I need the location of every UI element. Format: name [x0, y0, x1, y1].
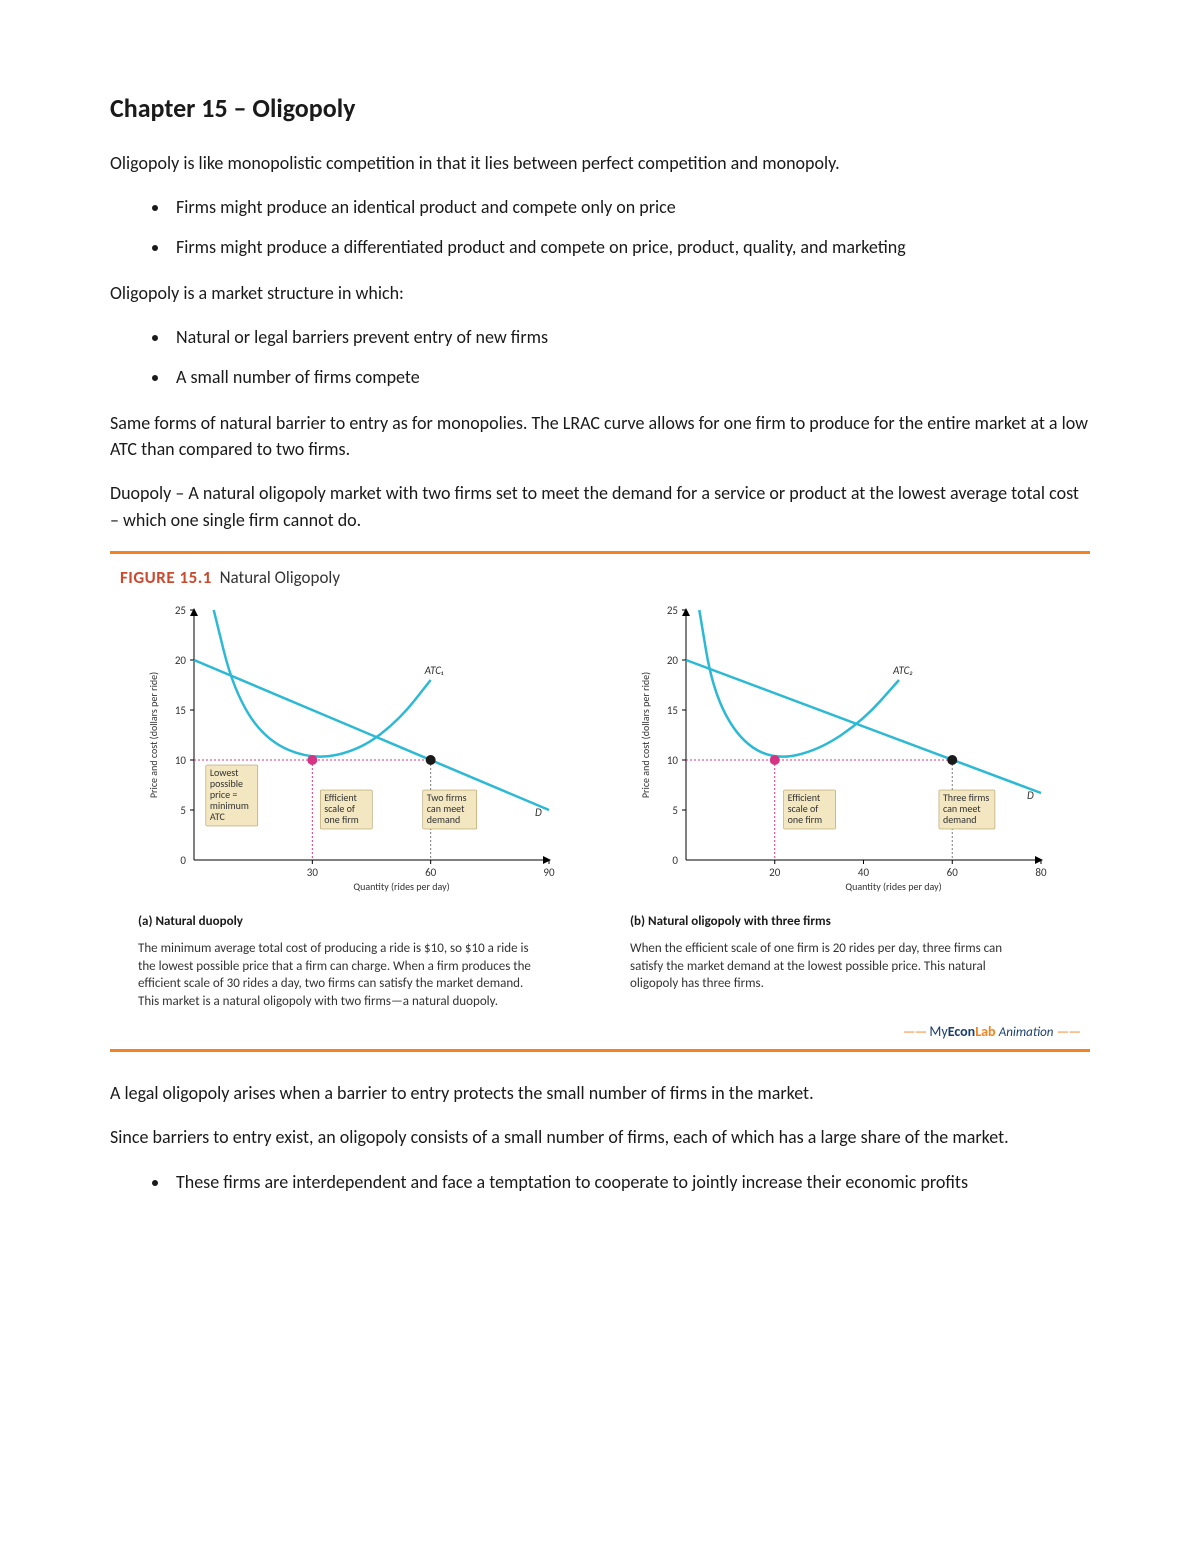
list-item: Firms might produce an identical product… [170, 194, 1090, 220]
svg-text:Quantity (rides per day): Quantity (rides per day) [353, 880, 449, 893]
bullet-list-3: These firms are interdependent and face … [170, 1169, 1090, 1195]
svg-text:5: 5 [180, 804, 186, 817]
svg-text:Price and cost (dollars per ri: Price and cost (dollars per ride) [147, 672, 160, 798]
svg-text:40: 40 [858, 866, 870, 879]
bullet-list-2: Natural or legal barriers prevent entry … [170, 324, 1090, 390]
svg-text:30: 30 [307, 866, 319, 879]
list-item: These firms are interdependent and face … [170, 1169, 1090, 1195]
svg-text:0: 0 [180, 854, 186, 867]
svg-text:60: 60 [947, 866, 959, 879]
intro-paragraph: Oligopoly is like monopolistic competiti… [110, 150, 1090, 176]
paragraph-3: Same forms of natural barrier to entry a… [110, 410, 1090, 462]
animation-label: —— MyEconLab Animation —— [110, 1018, 1090, 1043]
svg-text:one firm: one firm [788, 813, 823, 826]
figure-name: Natural Oligopoly [220, 567, 340, 588]
paragraph-5: A legal oligopoly arises when a barrier … [110, 1080, 1090, 1106]
paragraph-4: Duopoly – A natural oligopoly market wit… [110, 480, 1090, 532]
svg-text:20: 20 [769, 866, 781, 879]
svg-text:25: 25 [667, 604, 678, 617]
bullet-list-1: Firms might produce an identical product… [170, 194, 1090, 260]
svg-text:90: 90 [543, 866, 555, 879]
panel-a-subtitle: (a) Natural duopoly [138, 913, 588, 932]
svg-text:ATC: ATC [210, 810, 226, 823]
panel-a: 5 10 15 20 25 0 30 60 90 Price and cost (dollars … [120, 600, 588, 1018]
svg-text:10: 10 [667, 754, 679, 767]
svg-text:ATC₁: ATC₁ [424, 664, 444, 677]
svg-text:0: 0 [672, 854, 678, 867]
svg-text:D: D [1027, 789, 1034, 802]
svg-text:15: 15 [667, 704, 678, 717]
svg-text:Price and cost (dollars per ri: Price and cost (dollars per ride) [639, 672, 652, 798]
paragraph-6: Since barriers to entry exist, an oligop… [110, 1124, 1090, 1150]
panel-b-desc: When the efficient scale of one firm is … [630, 940, 1030, 993]
figure-15-1: FIGURE 15.1 Natural Oligopoly 5 10 15 20 25 0… [110, 551, 1090, 1053]
svg-text:10: 10 [175, 754, 187, 767]
svg-text:25: 25 [175, 604, 186, 617]
svg-text:80: 80 [1035, 866, 1047, 879]
panel-a-desc: The minimum average total cost of produc… [138, 940, 538, 1010]
svg-text:15: 15 [175, 704, 186, 717]
svg-text:ATC₂: ATC₂ [892, 664, 913, 677]
svg-text:demand: demand [943, 813, 977, 826]
figure-title: FIGURE 15.1 Natural Oligopoly [110, 562, 1090, 601]
page-title: Chapter 15 – Oligopoly [110, 90, 1090, 128]
panel-b-subtitle: (b) Natural oligopoly with three firms [630, 913, 1080, 932]
svg-text:5: 5 [672, 804, 678, 817]
svg-text:60: 60 [425, 866, 437, 879]
svg-text:20: 20 [667, 654, 679, 667]
figure-number: FIGURE 15.1 [120, 567, 212, 588]
svg-text:demand: demand [427, 813, 461, 826]
chart-a-svg: 5 10 15 20 25 0 30 60 90 Price and cost (dollars … [120, 600, 588, 900]
list-item: Natural or legal barriers prevent entry … [170, 324, 1090, 350]
chart-b-svg: 5 10 15 20 25 0 20 40 60 80 Price and cost (dollar… [612, 600, 1080, 900]
list-item: Firms might produce a differentiated pro… [170, 234, 1090, 260]
panel-b: 5 10 15 20 25 0 20 40 60 80 Price and cost (dollar… [612, 600, 1080, 1018]
paragraph-2: Oligopoly is a market structure in which… [110, 280, 1090, 306]
svg-text:Quantity (rides per day): Quantity (rides per day) [845, 880, 941, 893]
svg-text:one firm: one firm [324, 813, 359, 826]
svg-text:20: 20 [175, 654, 187, 667]
list-item: A small number of firms compete [170, 364, 1090, 390]
svg-text:D: D [535, 806, 542, 819]
